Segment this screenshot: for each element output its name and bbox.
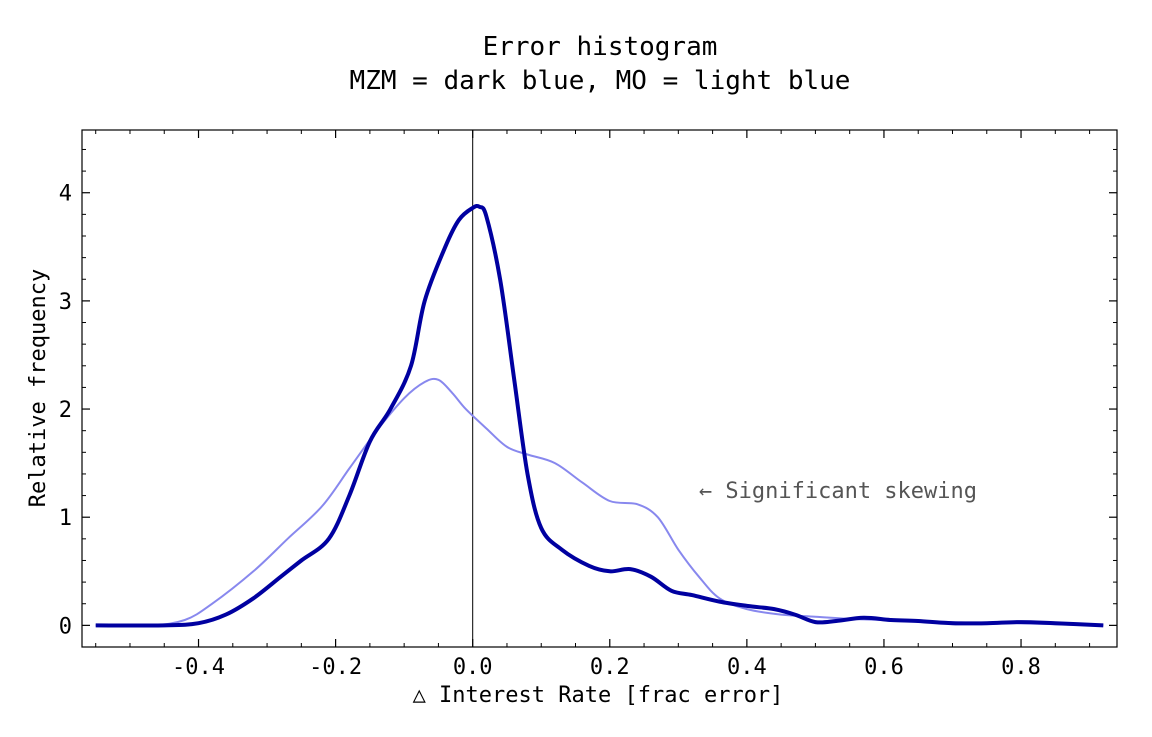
x-tick-label: -0.4 xyxy=(172,655,225,680)
plot-frame xyxy=(81,129,1118,648)
x-axis-ticks: -0.4 -0.2 0.0 0.2 0.4 0.6 0.8 xyxy=(95,130,1091,680)
y-axis-label: Relative frequency xyxy=(26,269,51,507)
x-tick-label: 0.2 xyxy=(590,655,630,680)
y-tick-label: 3 xyxy=(59,290,72,315)
chart-title: Error histogram xyxy=(483,32,718,62)
skewing-annotation: ← Significant skewing xyxy=(699,479,977,504)
y-tick-label: 0 xyxy=(59,614,72,639)
x-tick-label: 0.8 xyxy=(1001,655,1041,680)
x-tick-label: 0.0 xyxy=(453,655,493,680)
x-axis-label: △ Interest Rate [frac error] xyxy=(413,683,784,708)
x-tick-label: -0.2 xyxy=(309,655,362,680)
x-tick-label: 0.4 xyxy=(727,655,767,680)
series-mzm-line xyxy=(95,203,1104,628)
y-tick-label: 2 xyxy=(59,398,72,423)
y-axis-ticks: 0 1 2 3 4 xyxy=(59,148,1117,648)
chart-subtitle: MZM = dark blue, MO = light blue xyxy=(350,66,851,96)
x-tick-label: 0.6 xyxy=(864,655,904,680)
y-tick-label: 1 xyxy=(59,506,72,531)
y-tick-label: 4 xyxy=(59,182,72,207)
